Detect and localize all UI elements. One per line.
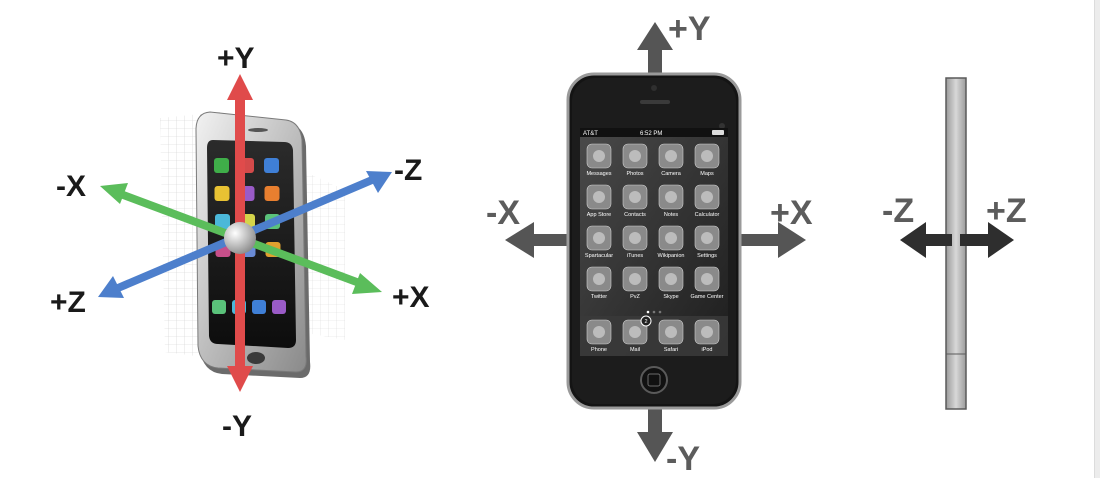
- left-label-neg-x: -X: [56, 170, 86, 203]
- app-label: Safari: [664, 347, 678, 353]
- left-label-pos-z: +Z: [50, 286, 86, 319]
- notes-icon: Notes: [658, 184, 684, 218]
- wikipanion-icon: Wikipanion: [658, 225, 685, 259]
- dock-apps: Phone Mail 2 Safari iPod: [586, 315, 720, 353]
- origin-sphere: [224, 222, 256, 254]
- spartacular-icon: Spartacular: [585, 225, 613, 259]
- camera-icon: Camera: [658, 143, 684, 177]
- app-label: iTunes: [627, 253, 644, 259]
- app-label: iPod: [701, 347, 712, 353]
- app-icon: [215, 214, 230, 229]
- middle-label-neg-x: -X: [486, 194, 520, 232]
- app-icon: [264, 186, 280, 201]
- twitter-icon: Twitter: [586, 266, 612, 300]
- neg-y-arrow: [637, 406, 673, 462]
- app-label: Spartacular: [585, 253, 613, 259]
- middle-label-pos-x: +X: [770, 194, 813, 232]
- left-label-neg-y: -Y: [222, 410, 252, 443]
- left-label-pos-y: +Y: [217, 42, 255, 75]
- right-label-pos-z: +Z: [986, 192, 1027, 230]
- app-label: Mail: [630, 347, 640, 353]
- earpiece: [640, 100, 670, 104]
- app-label: Skype: [663, 294, 678, 300]
- middle-label-neg-y: -Y: [666, 440, 700, 478]
- status-time: 6:52 PM: [640, 131, 662, 137]
- app-label: Settings: [697, 253, 717, 259]
- photos-icon: Photos: [622, 143, 648, 177]
- maps-icon: Maps: [694, 143, 720, 177]
- app-label: Messages: [586, 171, 611, 177]
- messages-icon: Messages: [586, 143, 612, 177]
- app-label: Phone: [591, 347, 607, 353]
- pos-x-arrow: [740, 222, 806, 258]
- pos-y-arrow: [637, 22, 673, 78]
- app-label: Calculator: [695, 212, 720, 218]
- left-label-pos-x: +X: [392, 281, 430, 314]
- badge-count: 2: [644, 319, 647, 325]
- app-icon: [214, 186, 230, 201]
- app-icon: [264, 158, 279, 173]
- battery-icon: [712, 130, 724, 135]
- app-icon: [214, 158, 229, 173]
- phone-icon: Phone: [586, 319, 612, 353]
- app-label: PvZ: [630, 294, 640, 300]
- left-label-neg-z: -Z: [394, 154, 422, 187]
- dock-app-icon: [252, 300, 266, 314]
- app-label: App Store: [587, 212, 611, 218]
- middle-label-pos-y: +Y: [668, 10, 711, 48]
- neg-x-arrow: [505, 222, 570, 258]
- safari-icon: Safari: [658, 319, 684, 353]
- skype-icon: Skype: [658, 266, 684, 300]
- app-label: Camera: [661, 171, 682, 177]
- pos-z-arrow: [960, 222, 1014, 258]
- app-label: Wikipanion: [658, 253, 685, 259]
- app-label: Maps: [700, 171, 714, 177]
- dock-app-icon: [212, 300, 226, 314]
- home-screen-apps: Messages Photos Camera Maps App Store Contact…: [585, 143, 724, 300]
- settings-icon: Settings: [694, 225, 720, 259]
- status-carrier: AT&T: [583, 131, 598, 137]
- neg-z-arrow: [900, 222, 952, 258]
- ipod-icon: iPod: [694, 319, 720, 353]
- middle-iphone-diagram: AT&T 6:52 PM Messages Photos Camera Maps App…: [486, 10, 813, 478]
- calculator-icon: Calculator: [695, 184, 720, 218]
- app-label: Notes: [664, 212, 679, 218]
- home-button: [247, 352, 265, 364]
- app-label: Game Center: [690, 294, 723, 300]
- game-center-icon: Game Center: [690, 266, 724, 300]
- right-side-view-diagram: -Z +Z: [882, 77, 1027, 410]
- home-button: [640, 366, 668, 394]
- itunes-icon: iTunes: [622, 225, 648, 259]
- contacts-icon: Contacts: [622, 184, 648, 218]
- front-camera: [651, 85, 657, 91]
- app-label: Contacts: [624, 212, 646, 218]
- pvz-icon: PvZ: [622, 266, 648, 300]
- right-label-neg-z: -Z: [882, 192, 914, 230]
- mail-icon: Mail 2: [622, 315, 652, 353]
- right-edge-strip: [1094, 0, 1100, 478]
- app-label: Twitter: [591, 294, 607, 300]
- badge: [640, 315, 652, 327]
- dock-app-icon: [272, 300, 286, 314]
- left-3d-phone-diagram: +Y -Y -X +X +Z -Z: [50, 42, 430, 443]
- app-label: Photos: [626, 171, 643, 177]
- app-store-icon: App Store: [586, 184, 612, 218]
